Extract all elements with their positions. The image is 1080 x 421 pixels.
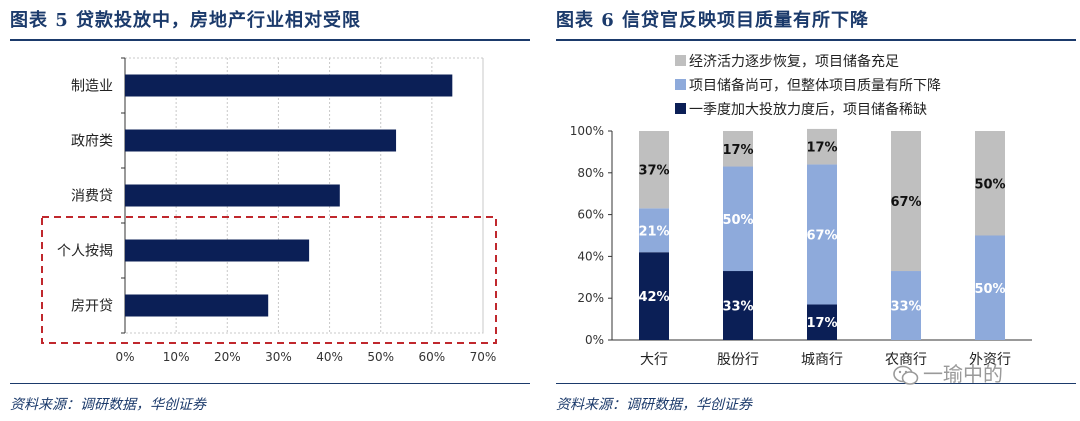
left-panel-title: 图表 5 贷款投放中，房地产行业相对受限 [10, 10, 362, 31]
bar-segment [975, 235, 1005, 340]
bar-segment [639, 208, 669, 253]
bar-segment [891, 131, 921, 272]
legend-label: 经济活力逐步恢复，项目储备充足 [689, 53, 899, 70]
legend-swatch [675, 79, 686, 90]
watermark: 一瑜中的 [893, 358, 1003, 387]
left-source: 资料来源：调研数据，华创证券 [10, 397, 206, 413]
category-label: 农商行 [885, 352, 927, 368]
category-label: 股份行 [717, 352, 759, 368]
data-label: 50% [722, 213, 753, 228]
bar [125, 294, 269, 317]
bar-segment [723, 271, 753, 340]
x-tick-label: 70% [470, 350, 497, 364]
bar-segment [807, 304, 837, 340]
category-label: 城商行 [801, 352, 843, 368]
wechat-icon [893, 365, 919, 385]
watermark-text: 一瑜中的 [923, 362, 1003, 386]
highlight-box [41, 216, 497, 344]
x-tick-label: 10% [163, 350, 190, 364]
bar-segment [723, 131, 753, 167]
right-bottom-rule [556, 383, 1076, 384]
bar-segment [723, 166, 753, 272]
category-label: 消费贷 [71, 189, 113, 205]
data-label: 21% [638, 224, 669, 239]
left-title-rule [10, 39, 530, 41]
x-tick-label: 60% [419, 350, 446, 364]
x-tick-label: 30% [265, 350, 292, 364]
left-bottom-rule [10, 383, 530, 384]
data-label: 17% [806, 316, 837, 331]
bar-segment [807, 164, 837, 305]
bar-segment [975, 131, 1005, 236]
y-tick-label: 40% [577, 249, 604, 263]
category-label: 大行 [640, 352, 668, 368]
right-stacked-bar-chart: 经济活力逐步恢复，项目储备充足项目储备尚可，但整体项目质量有所下降一季度加大投放… [570, 53, 1032, 368]
bar-segment [639, 252, 669, 340]
data-label: 33% [722, 300, 753, 315]
data-label: 33% [890, 300, 921, 315]
y-tick-label: 20% [577, 291, 604, 305]
legend-label: 项目储备尚可，但整体项目质量有所下降 [689, 77, 941, 94]
y-tick-label: 80% [577, 166, 604, 180]
data-label: 17% [806, 141, 837, 156]
data-label: 37% [638, 164, 669, 179]
x-tick-label: 50% [367, 350, 394, 364]
bar [125, 239, 310, 262]
bar [125, 184, 340, 207]
legend-swatch [675, 55, 686, 66]
category-label: 外资行 [969, 352, 1011, 368]
x-tick-label: 40% [316, 350, 343, 364]
category-label: 政府类 [71, 134, 113, 150]
bar-segment [639, 131, 669, 209]
legend-label: 一季度加大投放力度后，项目储备稀缺 [689, 101, 927, 118]
data-label: 50% [974, 282, 1005, 297]
y-tick-label: 0% [585, 333, 604, 347]
bar-segment [891, 271, 921, 340]
data-label: 67% [806, 228, 837, 243]
right-panel-title: 图表 6 信贷官反映项目质量有所下降 [556, 10, 870, 31]
category-label: 个人按揭 [57, 244, 113, 260]
category-label: 制造业 [71, 79, 113, 95]
right-title-rule [556, 39, 1076, 41]
bar [125, 129, 397, 152]
y-tick-label: 100% [570, 124, 604, 138]
x-tick-label: 20% [214, 350, 241, 364]
bar [125, 74, 453, 97]
right-source: 资料来源：调研数据，华创证券 [556, 397, 752, 413]
legend-swatch [675, 103, 686, 114]
data-label: 17% [722, 143, 753, 158]
category-label: 房开贷 [71, 299, 113, 315]
data-label: 50% [974, 177, 1005, 192]
y-tick-label: 60% [577, 208, 604, 222]
bar-segment [807, 128, 837, 165]
x-tick-label: 0% [115, 350, 134, 364]
data-label: 42% [638, 290, 669, 305]
data-label: 67% [890, 195, 921, 210]
